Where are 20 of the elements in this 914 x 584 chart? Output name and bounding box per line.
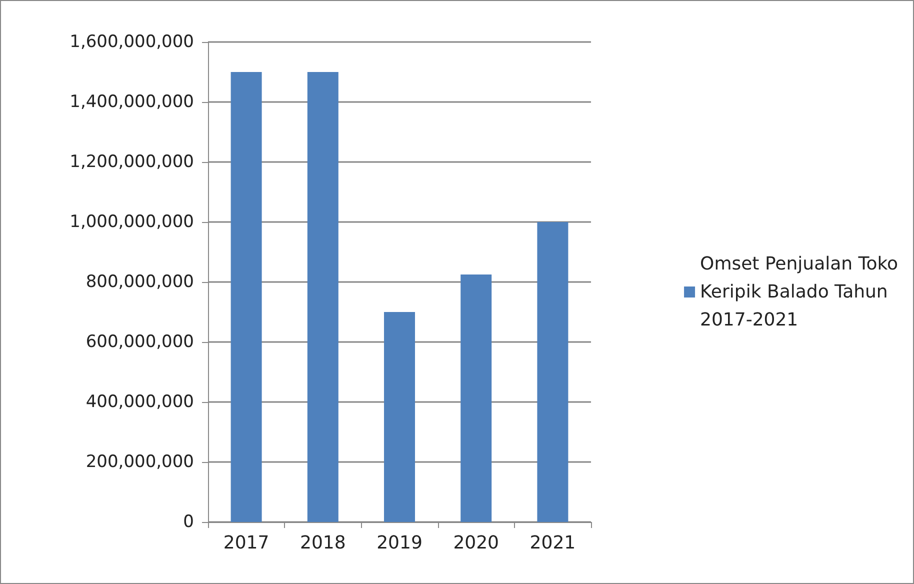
y-tick-label: 0 bbox=[183, 512, 194, 532]
bar bbox=[230, 72, 262, 522]
y-tick-label: 200,000,000 bbox=[86, 452, 194, 472]
y-tick-label: 1,000,000,000 bbox=[70, 212, 194, 232]
y-tick-label: 400,000,000 bbox=[86, 392, 194, 412]
y-tick-label: 1,400,000,000 bbox=[70, 92, 194, 112]
x-tick-label: 2020 bbox=[453, 532, 500, 554]
y-tick-label: 1,200,000,000 bbox=[70, 152, 194, 172]
x-tick-label: 2018 bbox=[300, 532, 346, 554]
bar bbox=[460, 274, 492, 522]
bar bbox=[384, 312, 415, 522]
y-tick-label: 800,000,000 bbox=[86, 272, 194, 292]
legend-label: Omset Penjualan Toko Keripik Balado Tahun 2017-2021 bbox=[700, 254, 898, 330]
x-tick-label: 2019 bbox=[376, 532, 422, 554]
x-tick-label: 2021 bbox=[530, 532, 576, 554]
bar bbox=[537, 222, 568, 522]
y-tick-label: 600,000,000 bbox=[86, 332, 194, 352]
bar bbox=[307, 72, 338, 522]
y-tick-label: 1,600,000,000 bbox=[70, 32, 194, 52]
x-tick-label: 2017 bbox=[223, 532, 270, 554]
